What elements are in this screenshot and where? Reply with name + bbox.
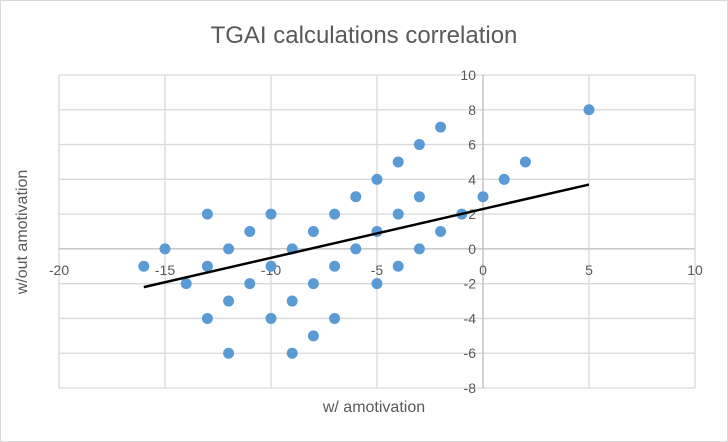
data-point <box>159 243 171 255</box>
y-tick-label: -8 <box>464 380 477 396</box>
y-tick-label: 4 <box>468 171 476 187</box>
data-point <box>329 312 341 324</box>
data-point <box>392 260 404 272</box>
x-tick-label: 10 <box>687 262 703 278</box>
data-point <box>286 295 298 307</box>
x-tick-label: -5 <box>371 262 384 278</box>
x-tick-label: -20 <box>49 262 69 278</box>
data-point <box>371 173 383 185</box>
y-tick-label: -2 <box>464 276 477 292</box>
data-point <box>392 156 404 168</box>
data-point <box>498 173 510 185</box>
data-point <box>350 243 362 255</box>
data-point <box>583 104 595 116</box>
data-point <box>265 260 277 272</box>
y-tick-label: 0 <box>468 241 476 257</box>
y-tick-label: -4 <box>464 310 477 326</box>
data-point <box>223 347 235 359</box>
data-point <box>223 243 235 255</box>
data-point <box>435 226 447 237</box>
trendline <box>143 183 590 289</box>
data-point <box>307 330 319 342</box>
data-point <box>413 243 425 255</box>
x-tick-label: 5 <box>585 262 593 278</box>
data-point <box>307 226 319 237</box>
data-point <box>265 208 277 220</box>
x-tick-label: -15 <box>155 262 175 278</box>
data-point <box>477 191 489 203</box>
x-axis-label: w/ amotivation <box>322 399 425 416</box>
y-tick-label: 6 <box>468 137 476 153</box>
data-point <box>350 191 362 203</box>
data-point <box>519 156 531 168</box>
data-point <box>435 121 447 133</box>
y-axis-label: w/out amotivation <box>14 170 31 296</box>
y-tick-label: 8 <box>468 102 476 118</box>
data-point <box>244 278 256 290</box>
y-tick-label: -6 <box>464 345 477 361</box>
data-point <box>329 208 341 220</box>
data-point <box>329 260 341 272</box>
y-tick-label: 10 <box>460 67 476 83</box>
data-point <box>201 312 213 324</box>
data-point <box>413 139 425 151</box>
data-point <box>307 278 319 290</box>
data-point <box>392 208 404 220</box>
data-point <box>286 347 298 359</box>
x-tick-label: 0 <box>479 262 487 278</box>
y-tick-label: 2 <box>468 206 476 222</box>
data-point <box>138 260 150 272</box>
data-point <box>223 295 235 307</box>
data-point <box>180 278 192 290</box>
data-point <box>371 278 383 290</box>
data-point <box>265 312 277 324</box>
data-point <box>413 191 425 203</box>
chart-title: TGAI calculations correlation <box>211 22 518 49</box>
data-point <box>201 260 213 272</box>
data-point <box>201 208 213 220</box>
data-point <box>244 226 256 237</box>
